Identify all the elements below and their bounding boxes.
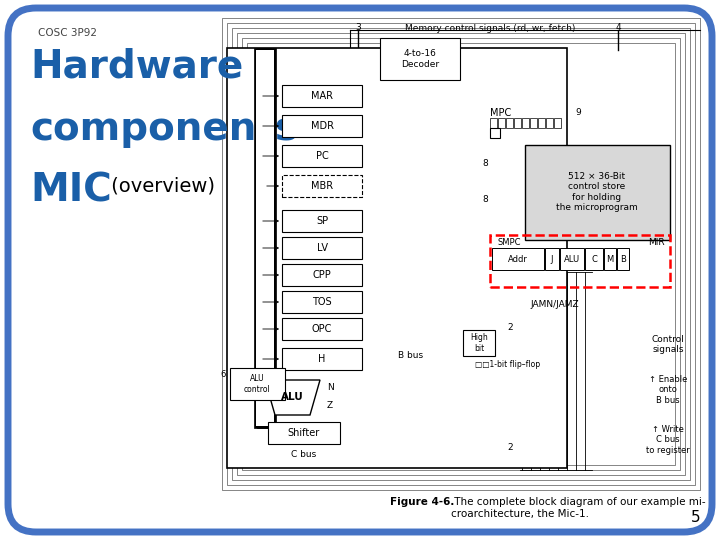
Bar xyxy=(604,248,616,270)
Text: M: M xyxy=(606,254,613,264)
Text: COSC 3P92: COSC 3P92 xyxy=(37,28,96,38)
Bar xyxy=(268,422,340,444)
Text: Hardware: Hardware xyxy=(30,48,243,86)
Text: J: J xyxy=(551,254,553,264)
Text: Memory control signals (rd, wr, fetch): Memory control signals (rd, wr, fetch) xyxy=(405,24,575,33)
Text: N: N xyxy=(327,383,334,393)
Bar xyxy=(522,118,529,128)
Text: 4: 4 xyxy=(615,23,621,32)
Text: C: C xyxy=(591,254,597,264)
Text: Addr: Addr xyxy=(508,254,528,264)
Bar xyxy=(585,248,603,270)
Bar xyxy=(282,145,362,167)
Bar xyxy=(514,118,521,128)
Text: C bus: C bus xyxy=(292,450,317,459)
Text: OPC: OPC xyxy=(312,324,332,334)
Bar xyxy=(546,118,553,128)
Text: ALU: ALU xyxy=(281,392,303,402)
Bar xyxy=(530,118,537,128)
Bar xyxy=(237,33,685,475)
Text: 3: 3 xyxy=(355,23,361,32)
Bar xyxy=(498,118,505,128)
Text: MAR: MAR xyxy=(311,91,333,101)
Text: 512 × 36-Bit
control store
for holding
the microprogram: 512 × 36-Bit control store for holding t… xyxy=(556,172,638,212)
Text: H: H xyxy=(318,354,325,364)
Bar xyxy=(227,48,567,468)
Text: ALU: ALU xyxy=(564,254,580,264)
Text: CPP: CPP xyxy=(312,270,331,280)
Text: ↑ Write
C bus
to register: ↑ Write C bus to register xyxy=(646,425,690,455)
Text: Figure 4-6.: Figure 4-6. xyxy=(390,497,454,507)
Text: Control
signals: Control signals xyxy=(652,335,685,354)
Text: SMPC: SMPC xyxy=(497,238,521,247)
Bar xyxy=(230,368,285,400)
Bar xyxy=(506,118,513,128)
Bar xyxy=(242,38,680,470)
Text: SP: SP xyxy=(316,216,328,226)
Bar xyxy=(247,43,675,465)
Bar xyxy=(222,18,700,490)
Text: TOS: TOS xyxy=(312,297,332,307)
Bar xyxy=(282,348,362,370)
Bar xyxy=(490,128,500,138)
Text: 6: 6 xyxy=(220,370,226,379)
Text: (overview): (overview) xyxy=(105,176,215,195)
Text: components: components xyxy=(30,110,298,148)
Bar xyxy=(490,118,497,128)
Text: MIR: MIR xyxy=(649,238,665,247)
Text: 2: 2 xyxy=(507,323,513,333)
Bar xyxy=(227,23,695,485)
Bar xyxy=(232,28,690,480)
Text: B bus: B bus xyxy=(398,350,423,360)
Text: Z: Z xyxy=(327,402,333,410)
Bar xyxy=(282,264,362,286)
Bar xyxy=(560,248,584,270)
Bar xyxy=(282,210,362,232)
Text: MPC: MPC xyxy=(490,108,511,118)
Text: PC: PC xyxy=(315,151,328,161)
Text: ALU
control: ALU control xyxy=(243,374,271,394)
Text: LV: LV xyxy=(317,243,328,253)
Bar xyxy=(282,291,362,313)
Text: B: B xyxy=(620,254,626,264)
Text: 5: 5 xyxy=(690,510,700,525)
Bar xyxy=(490,235,670,287)
Text: High
bit: High bit xyxy=(470,333,488,353)
Bar xyxy=(554,118,561,128)
Bar xyxy=(463,330,495,356)
Bar xyxy=(545,248,559,270)
Text: 4-to-16
Decoder: 4-to-16 Decoder xyxy=(401,49,439,69)
Bar xyxy=(617,248,629,270)
Text: ↑ Enable
onto
B bus: ↑ Enable onto B bus xyxy=(649,375,687,405)
Text: □□1-bit flip–flop: □□1-bit flip–flop xyxy=(475,360,540,369)
Bar xyxy=(282,115,362,137)
Bar xyxy=(254,48,276,428)
Text: 9: 9 xyxy=(575,108,581,117)
Text: MDR: MDR xyxy=(310,121,333,131)
Text: MBR: MBR xyxy=(311,181,333,191)
Text: MIC: MIC xyxy=(30,172,112,210)
Bar xyxy=(256,50,274,426)
Text: 8: 8 xyxy=(482,195,488,205)
Text: JAMN/JAMZ: JAMN/JAMZ xyxy=(531,300,580,309)
Bar xyxy=(282,318,362,340)
Bar xyxy=(525,145,670,240)
Text: Shifter: Shifter xyxy=(288,428,320,438)
Bar xyxy=(282,85,362,107)
Text: 8: 8 xyxy=(482,159,488,167)
Bar xyxy=(492,248,544,270)
Bar xyxy=(257,48,271,428)
Bar xyxy=(380,38,460,80)
Bar xyxy=(282,175,362,197)
Text: 2: 2 xyxy=(507,443,513,453)
Bar xyxy=(538,118,545,128)
FancyBboxPatch shape xyxy=(8,8,712,532)
Bar xyxy=(282,237,362,259)
Polygon shape xyxy=(265,380,320,415)
Text: The complete block diagram of our example mi-
croarchitecture, the Mic-1.: The complete block diagram of our exampl… xyxy=(451,497,706,518)
